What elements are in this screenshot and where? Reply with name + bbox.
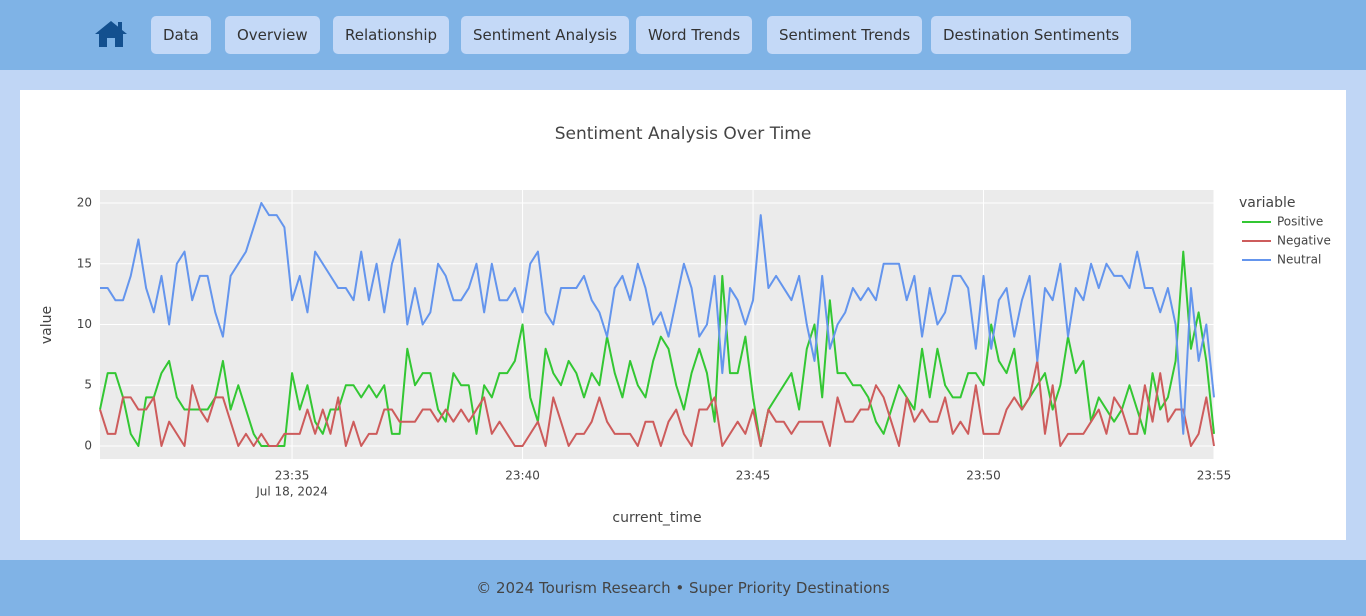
y-tick-label: 5 — [84, 378, 92, 392]
legend-label: Positive — [1277, 215, 1323, 229]
y-tick-label: 10 — [77, 317, 92, 331]
x-tick-label: 23:55 — [1197, 469, 1232, 483]
x-tick-sublabel: Jul 18, 2024 — [255, 485, 328, 499]
y-tick-label: 20 — [77, 196, 92, 210]
footer: © 2024 Tourism Research • Super Priority… — [0, 560, 1366, 616]
home-icon[interactable] — [94, 19, 128, 49]
nav-button[interactable]: Data — [151, 16, 211, 54]
series-line — [100, 202, 1215, 435]
top-nav: Data Overview Relationship Sentiment Ana… — [0, 0, 1366, 70]
legend-title: variable — [1239, 195, 1295, 211]
y-tick-label: 0 — [84, 438, 92, 452]
x-tick-label: 23:45 — [736, 469, 771, 483]
x-axis-label: current_time — [612, 510, 701, 526]
nav-button[interactable]: Sentiment Analysis — [461, 16, 630, 54]
x-tick-label: 23:35 — [275, 469, 310, 483]
chart-title: Sentiment Analysis Over Time — [555, 124, 812, 144]
nav-button[interactable]: Destination Sentiments — [931, 16, 1132, 54]
nav-button[interactable]: Sentiment Trends — [767, 16, 923, 54]
series-line — [99, 359, 1215, 447]
nav-button[interactable]: Relationship — [333, 16, 450, 54]
legend-label: Neutral — [1277, 253, 1321, 267]
legend-label: Negative — [1277, 234, 1331, 248]
x-tick-label: 23:40 — [505, 469, 540, 483]
y-tick-label: 15 — [77, 256, 92, 270]
nav-button[interactable]: Word Trends — [636, 16, 753, 54]
nav-button[interactable]: Overview — [225, 16, 320, 54]
x-tick-label: 23:50 — [966, 469, 1001, 483]
y-axis-label: value — [39, 306, 55, 344]
